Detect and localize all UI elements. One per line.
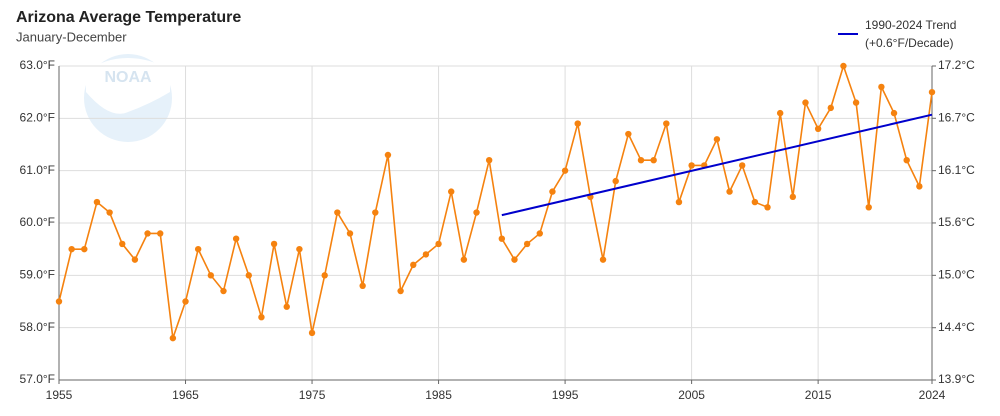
y2-tick-label: 16.1°C xyxy=(938,163,975,177)
data-point xyxy=(599,256,607,263)
data-point xyxy=(232,235,240,242)
data-point xyxy=(334,209,341,216)
data-point xyxy=(726,188,733,195)
y2-tick-label: 15.0°C xyxy=(938,268,975,282)
data-point xyxy=(207,272,215,279)
data-point xyxy=(258,314,265,321)
data-point xyxy=(612,177,619,185)
x-tick-label: 2005 xyxy=(678,388,705,402)
data-point xyxy=(359,282,366,289)
data-point xyxy=(561,167,569,174)
data-point xyxy=(397,287,404,295)
trend-line xyxy=(501,113,933,217)
logo-shape xyxy=(86,58,170,114)
data-point xyxy=(878,83,885,91)
chart-subtitle: January-December xyxy=(16,29,127,44)
x-tick-label: 1985 xyxy=(425,388,452,402)
data-point xyxy=(68,245,75,253)
data-point xyxy=(93,198,101,206)
data-point xyxy=(764,204,771,211)
data-point xyxy=(194,245,202,253)
data-point xyxy=(410,261,417,269)
data-point xyxy=(55,298,63,305)
data-point xyxy=(739,162,746,169)
x-tick-label: 1965 xyxy=(172,388,199,402)
data-point xyxy=(637,157,645,164)
data-point xyxy=(840,62,847,70)
data-point xyxy=(903,157,910,164)
y2-tick-label: 17.2°C xyxy=(938,58,975,72)
data-point xyxy=(625,130,632,138)
data-point xyxy=(574,120,581,127)
data-point xyxy=(460,256,468,263)
data-point xyxy=(498,235,506,242)
data-point xyxy=(169,334,177,342)
data-point xyxy=(865,204,872,211)
data-point xyxy=(182,298,189,305)
data-point xyxy=(346,230,354,237)
data-point xyxy=(220,287,227,295)
data-point xyxy=(473,209,480,216)
data-point xyxy=(435,240,442,248)
y2-tick-label: 15.6°C xyxy=(938,215,975,229)
data-point xyxy=(308,329,316,337)
data-point xyxy=(688,162,695,169)
data-point xyxy=(81,245,88,253)
data-point xyxy=(448,188,455,195)
y-tick-label: 59.0°F xyxy=(20,268,55,282)
legend-label: 1990-2024 Trend xyxy=(865,18,956,32)
data-point xyxy=(536,230,543,237)
legend-note: (+0.6°F/Decade) xyxy=(865,36,954,50)
y2-tick-label: 13.9°C xyxy=(938,372,975,386)
data-point xyxy=(928,88,936,96)
y-tick-label: 57.0°F xyxy=(20,372,55,386)
data-point xyxy=(523,240,531,248)
x-tick-label: 1975 xyxy=(299,388,326,402)
data-point xyxy=(157,230,164,237)
data-line xyxy=(58,63,933,339)
data-point xyxy=(916,183,923,190)
data-point xyxy=(802,99,809,106)
y-tick-label: 60.0°F xyxy=(20,215,55,229)
data-point xyxy=(485,157,493,164)
data-point xyxy=(789,193,797,201)
data-point xyxy=(511,256,518,263)
data-point xyxy=(852,99,860,106)
y-tick-label: 62.0°F xyxy=(20,111,55,125)
data-point xyxy=(650,157,657,164)
y2-tick-label: 16.7°C xyxy=(938,110,975,124)
data-point xyxy=(751,198,759,206)
data-point xyxy=(131,256,139,263)
data-point xyxy=(776,109,784,117)
chart-title: Arizona Average Temperature xyxy=(16,9,241,26)
data-point xyxy=(422,251,430,258)
y2-tick-label: 14.4°C xyxy=(938,320,975,334)
y-tick-label: 58.0°F xyxy=(20,320,55,334)
data-point xyxy=(270,240,278,248)
data-point xyxy=(372,209,379,216)
y-tick-label: 61.0°F xyxy=(20,163,55,177)
data-point xyxy=(106,209,113,216)
data-point xyxy=(713,136,721,143)
data-point xyxy=(283,303,290,310)
data-point xyxy=(384,151,392,159)
y-tick-label: 63.0°F xyxy=(20,58,55,72)
data-point xyxy=(144,230,151,237)
logo-text: NOAA xyxy=(104,69,152,86)
data-point xyxy=(321,272,328,279)
data-point xyxy=(675,198,683,206)
data-point xyxy=(827,104,834,112)
x-tick-label: 1955 xyxy=(46,388,73,402)
data-point xyxy=(245,272,252,279)
x-tick-label: 2024 xyxy=(919,388,946,402)
data-point xyxy=(549,188,556,195)
data-point xyxy=(890,109,898,117)
data-point xyxy=(119,240,126,248)
data-point xyxy=(296,245,303,253)
x-tick-label: 1995 xyxy=(552,388,579,402)
x-tick-label: 2015 xyxy=(805,388,832,402)
data-point xyxy=(814,125,822,132)
data-point xyxy=(663,120,670,127)
